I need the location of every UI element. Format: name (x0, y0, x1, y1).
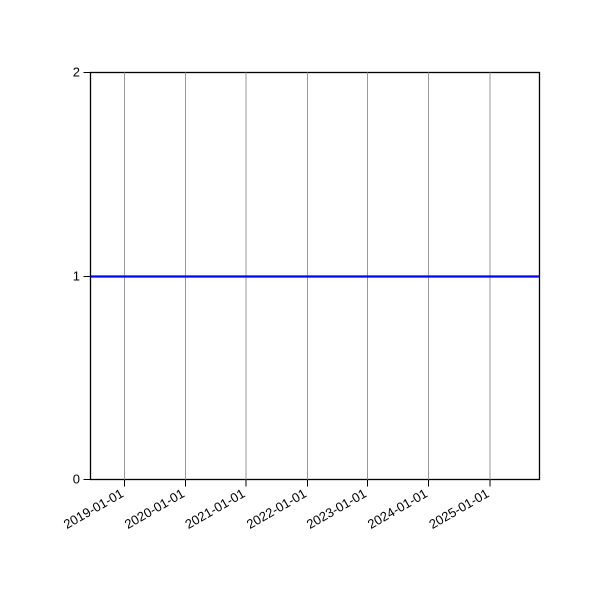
svg-text:0: 0 (73, 472, 80, 487)
svg-text:1: 1 (73, 269, 80, 284)
svg-text:2: 2 (73, 65, 80, 80)
